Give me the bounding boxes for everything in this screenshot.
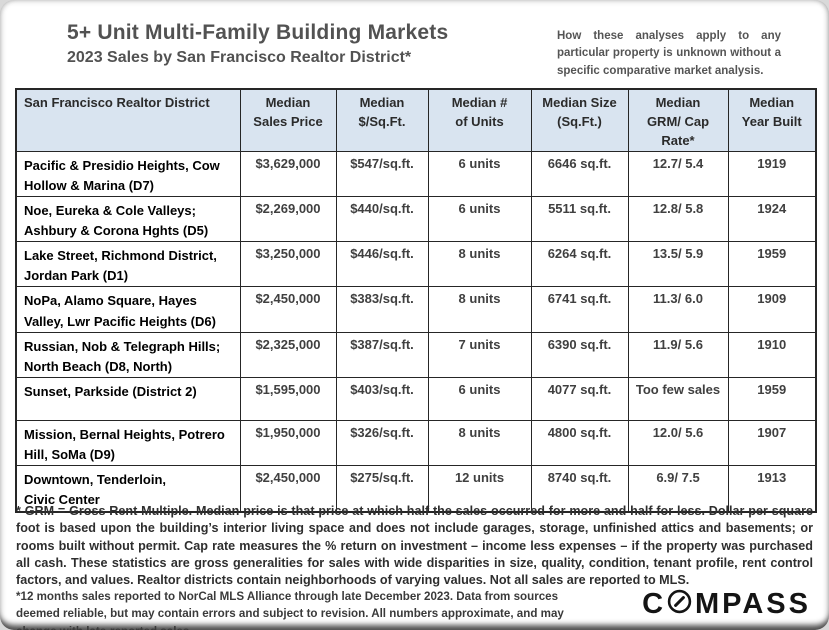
ppsf-cell: $387/sq.ft. xyxy=(335,331,429,378)
units-cell: 6 units xyxy=(427,376,532,421)
district-cell: Noe, Eureka & Cole Valleys; Ashbury & Co… xyxy=(15,195,241,243)
page-title: 5+ Unit Multi-Family Building Markets xyxy=(67,21,449,44)
district-cell: Mission, Bernal Heights, Potrero Hill, S… xyxy=(15,419,241,467)
price-cell: $3,250,000 xyxy=(239,241,337,288)
size-cell: 4077 sq.ft. xyxy=(530,376,629,421)
ppsf-cell: $326/sq.ft. xyxy=(335,419,429,467)
price-cell: $2,269,000 xyxy=(239,195,337,243)
grm-cap-cell: 11.3/ 6.0 xyxy=(627,286,729,333)
district-cell: Downtown, Tenderloin, Civic Center xyxy=(15,465,241,512)
price-cell: $2,325,000 xyxy=(239,331,337,378)
ppsf-cell: $440/sq.ft. xyxy=(335,195,429,243)
table-row: Sunset, Parkside (District 2) $1,595,000… xyxy=(15,376,817,421)
price-cell: $1,950,000 xyxy=(239,419,337,467)
header-district: San Francisco Realtor District xyxy=(15,88,241,152)
header-median-price-per-sqft: Median $/Sq.Ft. xyxy=(335,88,429,152)
year-cell: 1910 xyxy=(727,331,817,378)
table-row: Pacific & Presidio Heights, Cow Hollow &… xyxy=(15,150,817,197)
units-cell: 6 units xyxy=(427,150,532,197)
compass-needle-o-icon xyxy=(667,589,692,620)
size-cell: 4800 sq.ft. xyxy=(530,419,629,467)
ppsf-cell: $403/sq.ft. xyxy=(335,376,429,421)
grm-cap-cell: 12.0/ 5.6 xyxy=(627,419,729,467)
units-cell: 7 units xyxy=(427,331,532,378)
units-cell: 8 units xyxy=(427,286,532,333)
price-cell: $2,450,000 xyxy=(239,286,337,333)
district-cell: Pacific & Presidio Heights, Cow Hollow &… xyxy=(15,150,241,197)
grm-cap-cell: 13.5/ 5.9 xyxy=(627,241,729,288)
district-sales-table: San Francisco Realtor District Median Sa… xyxy=(15,88,817,513)
header-median-grm-cap-rate: Median GRM/ Cap Rate* xyxy=(627,88,729,152)
year-cell: 1959 xyxy=(727,241,817,288)
header-median-units: Median # of Units xyxy=(427,88,532,152)
ppsf-cell: $446/sq.ft. xyxy=(335,241,429,288)
size-cell: 6264 sq.ft. xyxy=(530,241,629,288)
header-median-sales-price: Median Sales Price xyxy=(239,88,337,152)
ppsf-cell: $383/sq.ft. xyxy=(335,286,429,333)
year-cell: 1913 xyxy=(727,465,817,512)
table-row: Mission, Bernal Heights, Potrero Hill, S… xyxy=(15,419,817,467)
grm-cap-cell: Too few sales xyxy=(627,376,729,421)
footer: *12 months sales reported to NorCal MLS … xyxy=(16,588,813,630)
district-cell: Russian, Nob & Telegraph Hills; North Be… xyxy=(15,331,241,378)
page-subtitle: 2023 Sales by San Francisco Realtor Dist… xyxy=(67,49,412,67)
table-header-row: San Francisco Realtor District Median Sa… xyxy=(15,88,817,152)
size-cell: 6646 sq.ft. xyxy=(530,150,629,197)
header-median-size: Median Size (Sq.Ft.) xyxy=(530,88,629,152)
logo-letter-c: C xyxy=(642,588,667,620)
year-cell: 1909 xyxy=(727,286,817,333)
size-cell: 5511 sq.ft. xyxy=(530,195,629,243)
grm-cap-cell: 12.8/ 5.8 xyxy=(627,195,729,243)
year-cell: 1919 xyxy=(727,150,817,197)
table-row: Lake Street, Richmond District, Jordan P… xyxy=(15,241,817,288)
price-cell: $3,629,000 xyxy=(239,150,337,197)
grm-cap-cell: 11.9/ 5.6 xyxy=(627,331,729,378)
size-cell: 6741 sq.ft. xyxy=(530,286,629,333)
ppsf-cell: $547/sq.ft. xyxy=(335,150,429,197)
year-cell: 1924 xyxy=(727,195,817,243)
year-cell: 1907 xyxy=(727,419,817,467)
units-cell: 12 units xyxy=(427,465,532,512)
size-cell: 6390 sq.ft. xyxy=(530,331,629,378)
mls-footnote: *12 months sales reported to NorCal MLS … xyxy=(16,590,564,630)
district-cell: NoPa, Alamo Square, Hayes Valley, Lwr Pa… xyxy=(15,286,241,333)
district-cell: Lake Street, Richmond District, Jordan P… xyxy=(15,241,241,288)
grm-cap-cell: 12.7/ 5.4 xyxy=(627,150,729,197)
header-median-year-built: Median Year Built xyxy=(727,88,817,152)
units-cell: 6 units xyxy=(427,195,532,243)
report-header: 5+ Unit Multi-Family Building Markets 20… xyxy=(67,20,537,67)
units-cell: 8 units xyxy=(427,419,532,467)
table-row: Russian, Nob & Telegraph Hills; North Be… xyxy=(15,331,817,378)
year-cell: 1959 xyxy=(727,376,817,421)
size-cell: 8740 sq.ft. xyxy=(530,465,629,512)
table-row: Downtown, Tenderloin, Civic Center $2,45… xyxy=(15,465,817,512)
compass-logo: C MPASS xyxy=(642,589,811,620)
analysis-disclaimer: How these analyses apply to any particul… xyxy=(557,30,781,77)
price-cell: $2,450,000 xyxy=(239,465,337,512)
district-cell: Sunset, Parkside (District 2) xyxy=(15,376,241,421)
grm-footnote: * GRM = Gross Rent Multiple. Median pric… xyxy=(16,504,813,587)
price-cell: $1,595,000 xyxy=(239,376,337,421)
logo-letters-mpass: MPASS xyxy=(695,588,811,620)
table-row: NoPa, Alamo Square, Hayes Valley, Lwr Pa… xyxy=(15,286,817,333)
units-cell: 8 units xyxy=(427,241,532,288)
table-row: Noe, Eureka & Cole Valleys; Ashbury & Co… xyxy=(15,195,817,243)
